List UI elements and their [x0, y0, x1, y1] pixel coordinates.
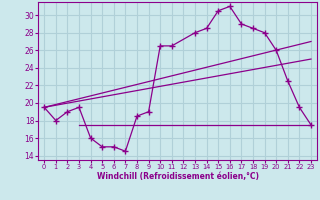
- X-axis label: Windchill (Refroidissement éolien,°C): Windchill (Refroidissement éolien,°C): [97, 172, 259, 181]
